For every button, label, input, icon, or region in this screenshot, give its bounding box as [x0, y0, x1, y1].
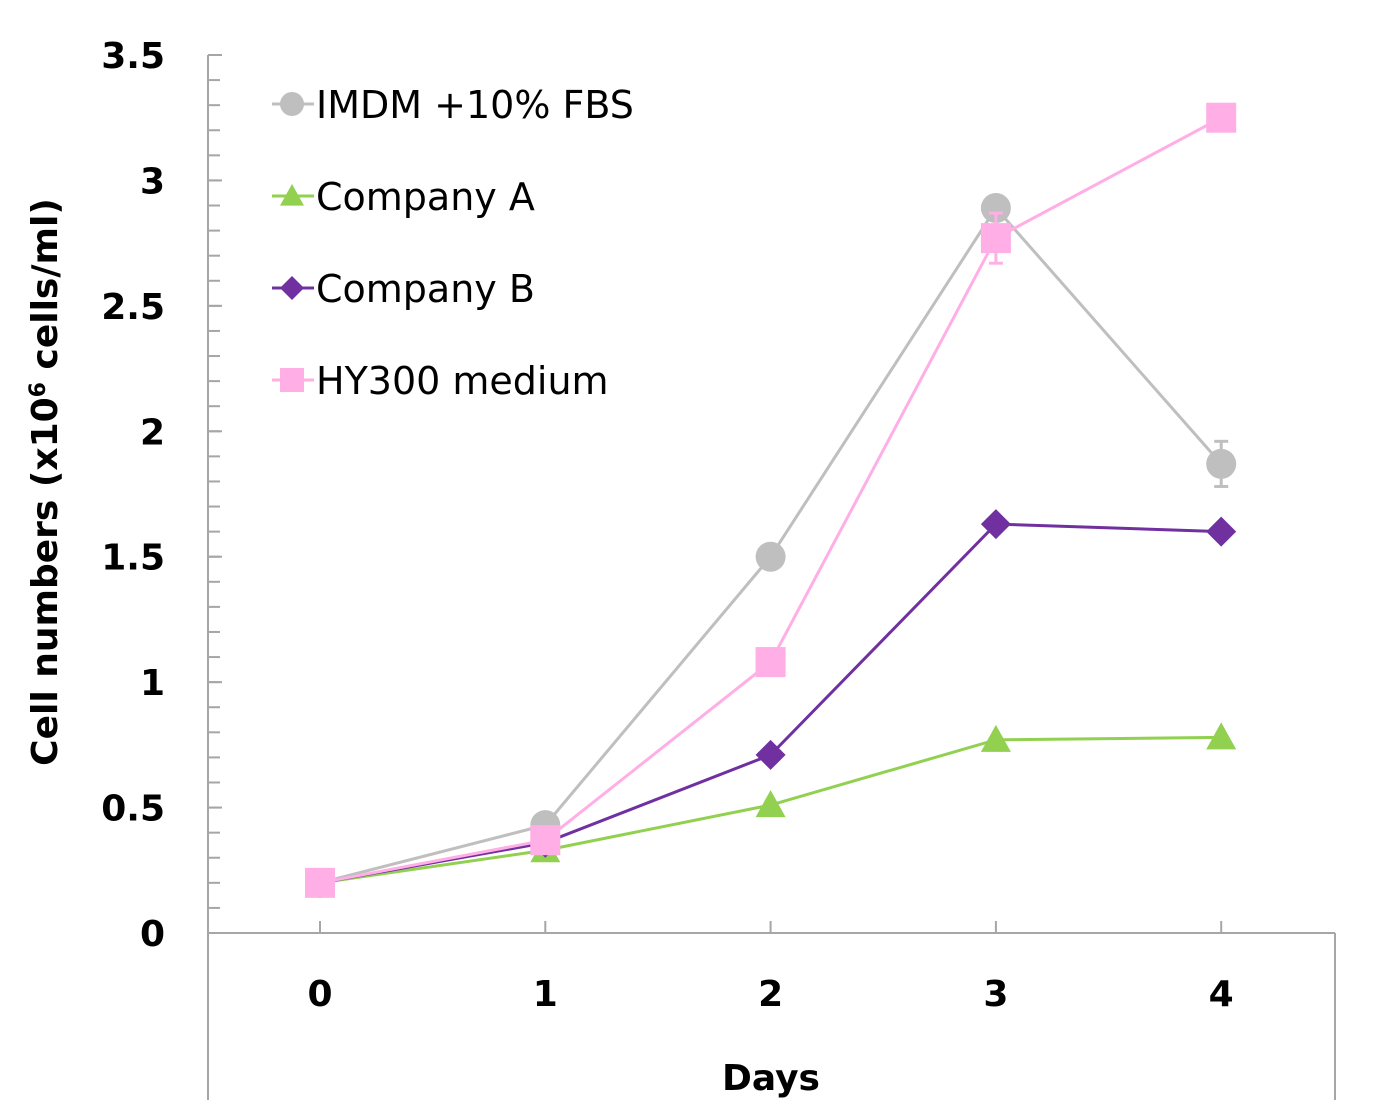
diamond-marker — [1206, 516, 1237, 547]
triangle-marker — [980, 724, 1011, 752]
legend-label: IMDM +10% FBS — [316, 83, 634, 127]
legend-label: Company A — [316, 175, 535, 219]
y-tick-label: 3 — [140, 161, 165, 202]
y-tick-label: 3.5 — [101, 36, 165, 77]
legend-item: IMDM +10% FBS — [272, 83, 634, 127]
legend-item: Company A — [272, 175, 535, 219]
square-marker — [305, 867, 335, 898]
diamond-marker — [280, 276, 304, 300]
square-marker — [980, 223, 1011, 254]
circle-marker — [280, 92, 304, 116]
triangle-marker — [280, 184, 304, 206]
legend-label: Company B — [316, 267, 535, 311]
y-axis-title-main: Cell numbers (x10 — [25, 397, 66, 766]
square-marker — [1206, 102, 1237, 133]
square-marker — [280, 368, 304, 392]
x-axis-title: Days — [722, 1058, 820, 1099]
y-tick-label: 0 — [140, 914, 165, 955]
y-ticks: 0 0.5 1 1.5 2 2.5 3 3.5 0 1 2 3 4 — [101, 36, 1234, 1015]
series-line — [319, 522, 1222, 885]
square-marker — [755, 647, 786, 678]
legend-item: HY300 medium — [272, 359, 609, 403]
diamond-marker — [980, 509, 1011, 540]
x-tick-label: 0 — [307, 974, 332, 1015]
diamond-marker — [755, 739, 786, 770]
y-tick-label: 2 — [140, 412, 165, 453]
legend: IMDM +10% FBS Company A Company B HY300 med… — [272, 83, 634, 403]
y-tick-label: 1 — [140, 663, 165, 704]
series-square — [305, 102, 1237, 898]
legend-label: HY300 medium — [316, 359, 609, 403]
x-tick-label: 1 — [533, 974, 558, 1015]
circle-marker — [980, 193, 1011, 224]
triangle-marker — [755, 790, 786, 818]
circle-marker — [1206, 448, 1237, 479]
y-axis-title-sup: 6 — [26, 382, 51, 397]
circle-marker — [755, 541, 786, 572]
x-tick-label: 3 — [983, 974, 1008, 1015]
series-layer — [305, 102, 1237, 898]
y-axis-title: Cell numbers (x106 cells/ml) — [25, 198, 66, 766]
y-tick-label: 2.5 — [101, 287, 165, 328]
triangle-marker — [1206, 722, 1237, 750]
y-tick-label: 1.5 — [101, 538, 165, 579]
legend-item: Company B — [272, 267, 535, 311]
x-tick-label: 4 — [1209, 974, 1234, 1015]
y-tick-label: 0.5 — [101, 789, 165, 830]
x-tick-label: 2 — [758, 974, 783, 1015]
y-axis-title-suffix: cells/ml) — [25, 198, 66, 382]
square-marker — [530, 825, 561, 856]
